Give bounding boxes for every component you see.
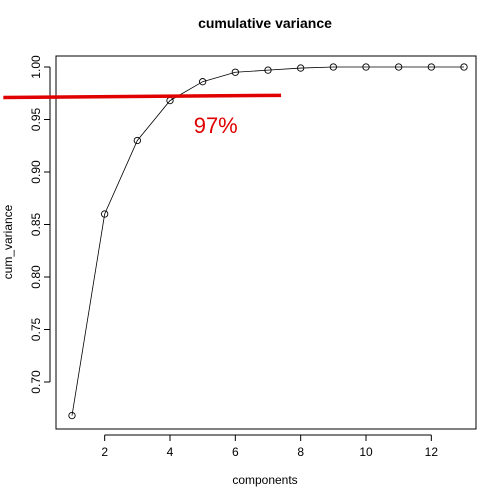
data-point	[362, 63, 370, 71]
data-point	[133, 136, 141, 145]
data-point	[297, 64, 305, 72]
data-point	[264, 66, 272, 74]
y-tick-label: 0.90	[29, 160, 43, 184]
series-polyline	[71, 66, 464, 416]
data-point	[199, 78, 207, 86]
y-tick-label: 0.75	[29, 317, 43, 341]
annotations: 97%	[3, 93, 282, 138]
x-tick-label: 6	[232, 445, 239, 459]
data-point	[101, 210, 109, 218]
x-tick-label: 2	[101, 445, 108, 459]
threshold-line	[3, 93, 282, 100]
x-tick-label: 12	[425, 445, 439, 459]
y-axis-label: cum_variance	[1, 204, 15, 279]
y-axis: 0.70 0.75 0.80 0.85 0.90 0.95 1.00	[29, 55, 51, 394]
plot-frame	[55, 55, 477, 430]
x-tick-label: 10	[359, 445, 373, 459]
threshold-label: 97%	[194, 113, 238, 138]
x-tick-label: 4	[167, 445, 174, 459]
chart-title: cumulative variance	[198, 15, 332, 31]
series-line	[68, 63, 468, 420]
y-tick-label: 1.00	[29, 55, 43, 79]
x-axis-label: components	[232, 473, 297, 487]
x-tick-label: 8	[297, 445, 304, 459]
data-point	[395, 63, 403, 71]
data-point	[329, 63, 337, 71]
x-axis: 2 4 6 8 10 12	[101, 434, 439, 459]
y-tick-label: 0.95	[29, 107, 43, 131]
data-point	[68, 411, 76, 420]
data-point	[427, 63, 435, 71]
y-tick-label: 0.70	[29, 370, 43, 394]
data-point	[231, 68, 239, 76]
data-point	[460, 63, 468, 71]
y-tick-label: 0.85	[29, 212, 43, 236]
y-tick-label: 0.80	[29, 265, 43, 289]
